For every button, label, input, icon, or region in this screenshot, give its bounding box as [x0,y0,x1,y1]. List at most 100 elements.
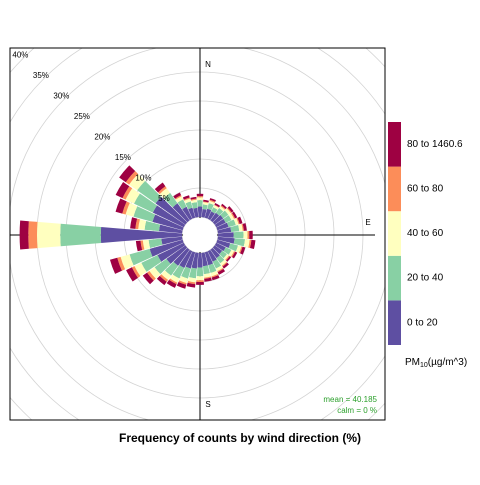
rose-segment [190,198,197,201]
rose-segment [196,280,204,282]
rose-segment [144,220,161,232]
rose-segment [159,274,169,282]
rose-segment [214,203,221,208]
legend-label: 60 to 80 [407,184,444,195]
rose-segment [231,212,236,219]
rose-segment [154,258,171,275]
rose-segment [212,215,224,225]
rose-segment [210,270,218,277]
rose-segment [203,273,211,278]
rose-segment [175,196,184,203]
rose-segment [182,206,193,221]
rose-segment [219,206,225,212]
ring-label: 40% [12,51,28,60]
direction-label: S [205,400,210,409]
rose-segment [197,206,203,218]
rose-segment [170,274,180,283]
rose-segment [214,218,226,228]
rose-segment [197,252,203,268]
rose-segment [183,197,190,201]
rose-segment [202,202,209,206]
rose-segment [161,236,183,245]
rose-segment [141,255,162,272]
rose-segment [212,245,223,255]
ring-label: 5% [158,194,170,203]
rose-segment [243,231,248,239]
rose-segment [174,195,182,200]
rose-segment [126,267,138,282]
rose-segment [120,254,134,270]
rose-segment [213,205,219,210]
legend-title-sub: 10 [420,362,428,369]
rose-segment [216,239,231,249]
rose-segment [217,227,232,234]
legend-label: 20 to 40 [407,273,444,284]
rose-segment [37,221,61,249]
rose-segment [211,275,220,281]
rose-segment [159,188,171,199]
rose-segment [158,224,183,234]
rose-segment [209,198,216,202]
rose-segment [189,267,197,279]
legend-title: PM10(µg/m^3) [405,357,467,369]
rose-segment [217,267,224,273]
rose-segment [209,199,216,203]
rose-segment [115,181,130,199]
rose-segment [122,201,130,215]
rose-segment [222,262,229,269]
rose-segment [243,239,250,248]
rose-segment [216,222,229,231]
rose-segment [156,275,167,286]
rose-segment [232,251,238,259]
rose-segment [248,239,252,249]
plot-area: 5% 10% 15% 20% 25% 30% 35% 40% N E S [10,48,385,420]
rose-segment [173,192,182,199]
rose-segment [220,259,227,266]
rose-segment [164,261,179,276]
rose-segment [173,247,190,266]
rose-segment [125,171,139,185]
rose-segment [169,278,178,285]
legend-label: 40 to 60 [407,228,444,239]
stat-label: mean = 40.185 [323,395,377,404]
rose-segment [138,219,147,230]
rose-segment [221,203,227,209]
rose-segment [122,186,133,200]
rose-segment [109,257,122,274]
rose-segment [60,223,102,247]
rose-segment [133,193,158,213]
rose-segment [149,267,161,279]
rose-segment [227,206,234,213]
rose-segment [196,276,204,281]
rose-segment [190,196,197,200]
calm-center [183,218,217,252]
rose-segment [179,249,193,269]
legend-swatch [388,122,401,167]
rose-segment [224,208,231,215]
rose-segment [177,199,187,210]
rose-segment [210,212,220,223]
direction-label: N [205,60,211,69]
rose-segment [191,202,198,209]
rose-segment [233,218,239,226]
rose-segment [19,220,29,250]
rose-segment [135,240,143,252]
rose-segment [191,252,199,269]
rose-segment [142,272,154,285]
rose-segment [179,276,188,284]
rose-segment [188,277,196,283]
rose-segment [207,211,215,221]
legend-title-main: PM [405,357,420,368]
rose-segment [207,203,214,211]
rose-segment [232,211,238,219]
rose-segment [149,239,184,257]
rose-segment [217,268,226,275]
legend-title-unit: (µg/m^3) [428,357,467,368]
rose-segment [203,199,209,203]
rose-segment [117,256,126,271]
rose-segment [188,207,196,219]
direction-label: E [365,218,370,227]
rose-segment [237,216,243,225]
rose-segment [228,243,239,252]
rose-segment [196,196,204,198]
